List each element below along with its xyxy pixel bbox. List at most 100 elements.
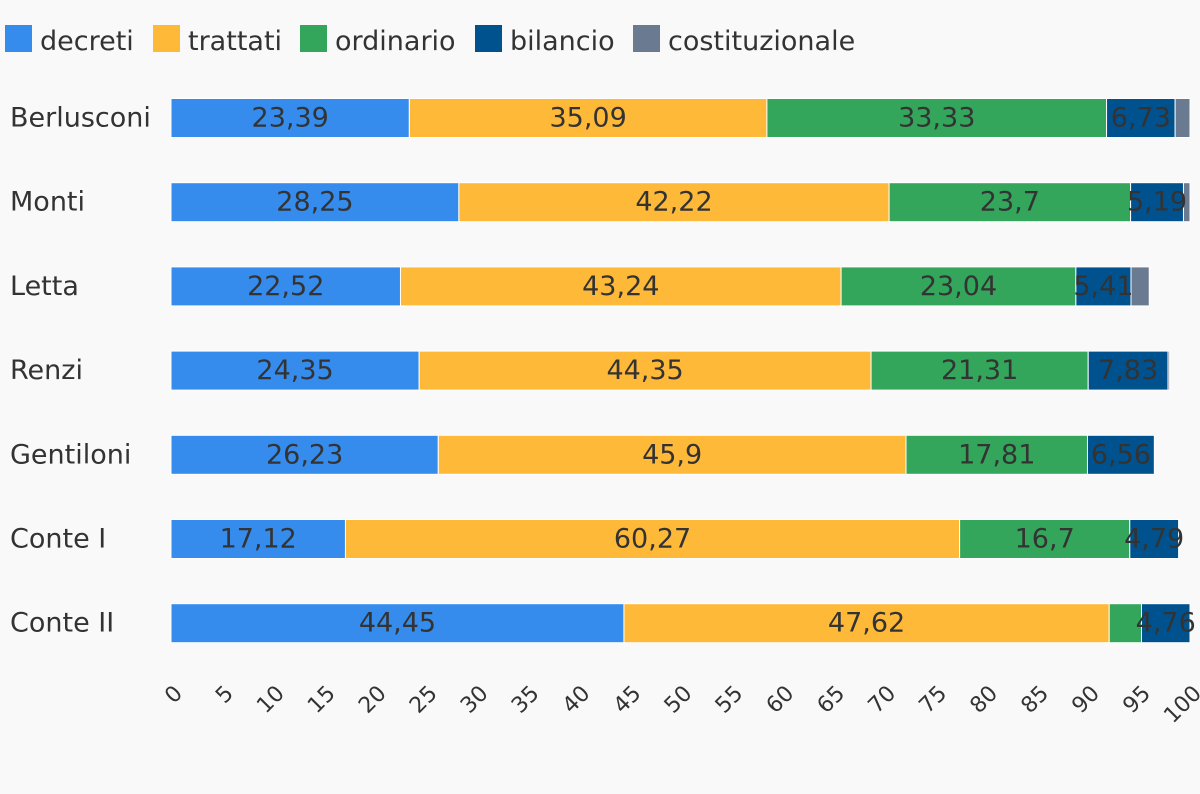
value-label-conte-i-decreti: 17,12	[220, 524, 297, 555]
bar-monti-ordinario	[888, 182, 1132, 223]
value-labels: 23,39 35,09 33,33 6,73 28,25 42,22 23,7 5,19 22,…	[220, 103, 1196, 639]
bar-gentiloni-bilancio	[1086, 434, 1155, 475]
value-label-monti-trattati: 42,22	[635, 187, 712, 218]
bar-gentiloni-trattati	[437, 434, 907, 475]
bar-renzi-ordinario	[870, 350, 1089, 391]
x-axis-ticks: 0 5 10 15 20 25 30 35 40 45 50 55 60 65 70 75 80 85 90 95 10…	[160, 681, 1200, 728]
bar-monti-decreti	[170, 182, 460, 223]
bar-conte-i-trattati	[344, 519, 961, 559]
bar-monti-costituzionale	[1182, 182, 1191, 223]
value-label-berlusconi-ordinario: 33,33	[898, 103, 975, 134]
bar-berlusconi-trattati	[408, 98, 768, 138]
value-label-berlusconi-bilancio: 6,73	[1111, 103, 1171, 134]
bar-monti-bilancio	[1130, 182, 1184, 223]
value-label-letta-trattati: 43,24	[582, 271, 659, 302]
bar-renzi-trattati	[418, 350, 872, 391]
value-label-letta-bilancio: 5,41	[1073, 271, 1133, 302]
bar-berlusconi-decreti	[170, 98, 410, 138]
legend-swatch-ordinario	[300, 25, 327, 52]
bar-conte-ii-trattati	[623, 603, 1110, 644]
bar-conte-ii-ordinario	[1108, 603, 1142, 644]
x-tick-label-25: 25	[405, 681, 442, 718]
value-label-conte-i-trattati: 60,27	[614, 524, 691, 555]
value-label-renzi-ordinario: 21,31	[941, 355, 1018, 386]
category-label-berlusconi: Berlusconi	[10, 103, 151, 134]
value-label-conte-ii-trattati: 47,62	[828, 608, 905, 639]
x-tick-label-35: 35	[507, 681, 544, 718]
category-label-gentiloni: Gentiloni	[10, 439, 131, 470]
bar-renzi-bilancio	[1087, 350, 1169, 391]
x-tick-label-55: 55	[711, 681, 748, 718]
x-tick-label-100: 100	[1159, 681, 1200, 728]
legend-label-ordinario: ordinario	[335, 26, 456, 57]
legend-swatch-costituzionale	[633, 25, 660, 52]
value-label-letta-decreti: 22,52	[247, 271, 324, 302]
x-tick-label-20: 20	[354, 681, 391, 718]
category-labels: Berlusconi Monti Letta Renzi Gentiloni Conte …	[10, 103, 151, 639]
value-label-renzi-trattati: 44,35	[606, 355, 683, 386]
bar-renzi-costituzionale	[1167, 350, 1171, 391]
x-tick-label-50: 50	[660, 681, 697, 718]
bar-conte-i-bilancio	[1129, 519, 1180, 559]
category-label-monti: Monti	[10, 187, 85, 218]
value-label-conte-i-bilancio: 4,79	[1124, 524, 1184, 555]
legend: decreti trattati ordinario bilancio costituz…	[5, 25, 855, 57]
value-label-gentiloni-ordinario: 17,81	[958, 439, 1035, 470]
x-tick-label-40: 40	[558, 681, 595, 718]
bar-letta-decreti	[170, 266, 401, 307]
x-tick-label-5: 5	[211, 681, 239, 709]
x-tick-label-30: 30	[456, 681, 493, 718]
x-tick-label-70: 70	[864, 681, 901, 718]
x-tick-label-75: 75	[915, 681, 952, 718]
value-label-monti-decreti: 28,25	[276, 187, 353, 218]
value-label-conte-ii-decreti: 44,45	[359, 608, 436, 639]
category-label-renzi: Renzi	[10, 355, 83, 386]
category-label-conte-i: Conte I	[10, 524, 106, 555]
x-tick-label-90: 90	[1067, 681, 1104, 718]
value-label-gentiloni-bilancio: 6,56	[1091, 439, 1151, 470]
bar-berlusconi-costituzionale	[1174, 98, 1191, 138]
bar-letta-ordinario	[840, 266, 1077, 307]
x-tick-label-80: 80	[966, 681, 1003, 718]
x-tick-label-85: 85	[1017, 681, 1054, 718]
category-label-conte-ii: Conte II	[10, 608, 114, 639]
x-tick-label-95: 95	[1118, 681, 1155, 718]
value-label-berlusconi-decreti: 23,39	[252, 103, 329, 134]
x-tick-label-45: 45	[609, 681, 646, 718]
bars	[170, 98, 1191, 644]
bar-conte-ii-decreti	[170, 603, 625, 644]
value-label-gentiloni-decreti: 26,23	[266, 439, 343, 470]
bar-monti-trattati	[458, 182, 890, 223]
x-tick-label-0: 0	[160, 681, 188, 709]
value-label-monti-ordinario: 23,7	[980, 187, 1040, 218]
legend-label-bilancio: bilancio	[510, 26, 615, 57]
bar-gentiloni-ordinario	[905, 434, 1088, 475]
bar-conte-ii-bilancio	[1140, 603, 1191, 644]
value-label-renzi-bilancio: 7,83	[1098, 355, 1158, 386]
legend-label-decreti: decreti	[40, 26, 134, 57]
legend-label-costituzionale: costituzionale	[668, 26, 855, 57]
bar-conte-i-ordinario	[959, 519, 1131, 559]
value-label-monti-bilancio: 5,19	[1127, 187, 1187, 218]
bar-letta-costituzionale	[1130, 266, 1150, 307]
bar-renzi-decreti	[170, 350, 420, 391]
value-label-renzi-decreti: 24,35	[256, 355, 333, 386]
category-label-letta: Letta	[10, 271, 79, 302]
x-tick-label-60: 60	[762, 681, 799, 718]
x-tick-label-65: 65	[813, 681, 850, 718]
bar-letta-bilancio	[1075, 266, 1132, 307]
bar-berlusconi-ordinario	[766, 98, 1108, 138]
bar-conte-i-decreti	[170, 519, 346, 559]
value-label-conte-i-ordinario: 16,7	[1015, 524, 1075, 555]
x-tick-label-15: 15	[303, 681, 340, 718]
value-label-conte-ii-bilancio: 4,76	[1136, 608, 1196, 639]
value-label-gentiloni-trattati: 45,9	[642, 439, 702, 470]
value-label-letta-ordinario: 23,04	[920, 271, 997, 302]
legend-swatch-trattati	[153, 25, 180, 52]
legend-swatch-bilancio	[475, 25, 502, 52]
legend-swatch-decreti	[5, 25, 32, 52]
legend-label-trattati: trattati	[188, 26, 282, 57]
bar-gentiloni-decreti	[170, 434, 439, 475]
x-tick-label-10: 10	[252, 681, 289, 718]
